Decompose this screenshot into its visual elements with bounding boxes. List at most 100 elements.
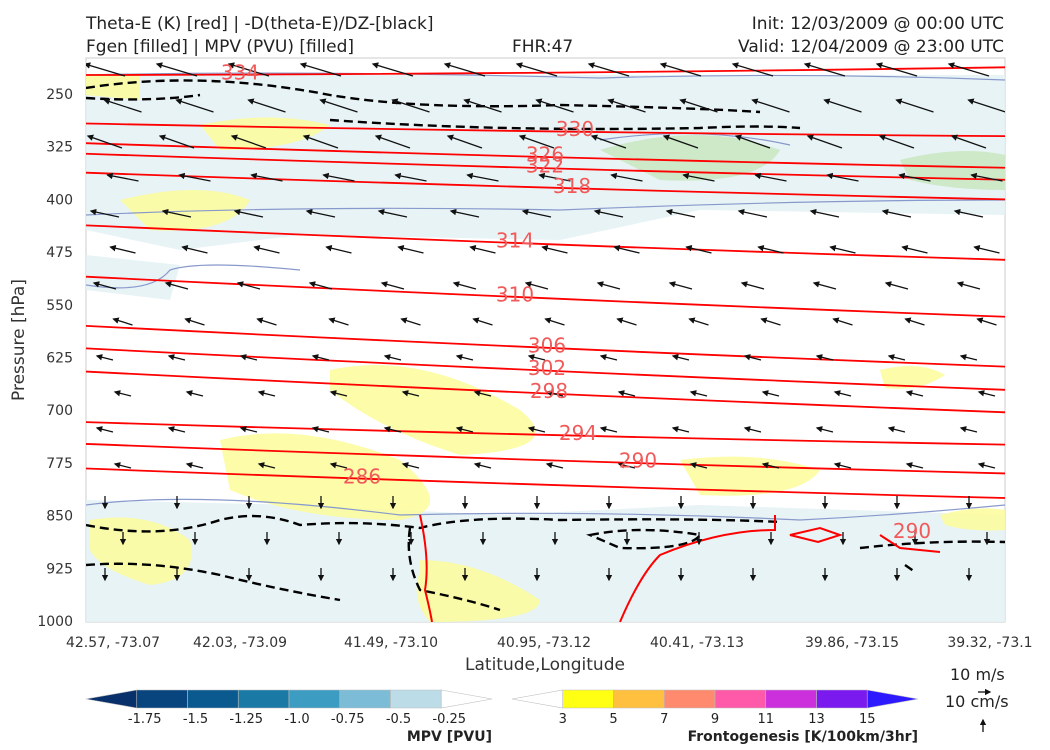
wind-vector-91 (112, 317, 133, 326)
fgen-colorbar-tick-6: 15 (859, 712, 876, 727)
y-tick-625: 625 (46, 351, 73, 367)
wind-vector-88 (812, 281, 837, 290)
mpv-colorbar-title: MPV [PVU] (407, 729, 492, 745)
wind-vector-114 (815, 354, 834, 361)
y-tick-475: 475 (46, 245, 73, 261)
fill-region-14 (86, 75, 140, 100)
wind-vector-27 (158, 134, 195, 149)
wind-vector-59 (593, 208, 624, 218)
fgen-colorbar-swatch-4 (714, 689, 767, 709)
wind-vector-34 (662, 134, 699, 149)
ddz-contour-0 (86, 79, 761, 114)
fgen-colorbar-tick-4: 11 (757, 712, 774, 727)
wind-vector-154 (905, 462, 924, 469)
mpv-colorbar-swatch-5 (339, 689, 391, 709)
fgen-colorbar-swatch-6 (816, 689, 868, 709)
x-tick-4: 40.41, -73.13 (650, 635, 744, 651)
fgen-colorbar-tick-3: 9 (711, 712, 719, 727)
thin-contour-3 (86, 72, 1005, 81)
wind-vector-143 (113, 462, 132, 469)
theta-e-lowlevel-0 (419, 514, 433, 622)
wind-vector-41 (250, 172, 283, 182)
wind-vector-151 (689, 462, 708, 469)
theta-e-label-286: 286 (343, 464, 381, 488)
wind-vector-84 (524, 281, 549, 290)
wind-vector-138 (671, 426, 690, 433)
wind-vector-67 (253, 245, 280, 254)
fgen-colorbar-tick-1: 5 (609, 712, 617, 727)
y-tick-400: 400 (46, 192, 73, 208)
theta-e-line-286 (86, 467, 1005, 499)
wind-vector-61 (737, 208, 768, 218)
wind-vector-62 (809, 208, 840, 218)
wind-vector-30 (374, 134, 411, 149)
wind-vector-150 (617, 462, 636, 469)
wind-vector-153 (833, 462, 852, 469)
wind-vector-50 (898, 172, 931, 182)
wind-vector-142 (959, 426, 978, 433)
wind-vector-40 (178, 172, 211, 182)
wind-vector-121 (401, 390, 420, 397)
x-tick-6: 39.32, -73.1 (947, 635, 1032, 651)
colorbars: -1.75 -1.5 -1.25 -1.0 -0.75 -0.5 -0.25 MPV [PVU… (85, 689, 919, 745)
wind-vector-131 (167, 426, 186, 433)
theta-e-line-290 (86, 443, 1005, 475)
mpv-colorbar: -1.75 -1.5 -1.25 -1.0 -0.75 -0.5 -0.25 MPV [PVU… (85, 689, 493, 745)
wind-vector-70 (469, 245, 496, 254)
wind-vector-136 (527, 426, 546, 433)
wind-vector-48 (754, 172, 787, 182)
wind-vector-4 (371, 62, 414, 77)
wind-vector-105 (167, 354, 186, 361)
wind-vector-13 (103, 98, 142, 113)
wind-vector-90 (956, 281, 981, 290)
x-axis-label: Latitude,Longitude (465, 655, 625, 675)
wind-vector-130 (95, 426, 114, 433)
wind-vector-111 (599, 354, 618, 361)
theta-e-label-302: 302 (528, 356, 566, 380)
fill-region-3 (600, 135, 780, 181)
wind-vector-155 (977, 462, 996, 469)
ddz-contour-5 (407, 527, 501, 612)
theta-e-line-326 (86, 142, 1005, 169)
fgen-colorbar-tick-0: 3 (559, 712, 567, 727)
wind-vector-148 (473, 462, 492, 469)
wind-vector-117 (113, 390, 132, 397)
wind-vector-57 (449, 208, 480, 218)
mpv-colorbar-tick-0: -1.75 (128, 712, 162, 727)
wind-vector-14 (175, 98, 214, 113)
wind-vector-22 (751, 98, 790, 113)
wind-vector-44 (466, 172, 499, 182)
wind-vector-6 (515, 62, 558, 77)
y-axis-label: Pressure [hPa] (9, 279, 29, 401)
theta-e-line-330 (86, 122, 1005, 138)
wind-vector-73 (685, 245, 712, 254)
wind-vector-135 (455, 426, 474, 433)
wind-vector-54 (233, 208, 264, 218)
wind-vector-124 (617, 390, 636, 397)
wind-vector-81 (308, 281, 333, 290)
theta-e-line-318 (86, 171, 1005, 201)
chart-title-line1: Theta-E (K) [red] | -D(theta-E)/DZ-[blac… (86, 14, 434, 34)
wind-vector-49 (826, 172, 859, 182)
wind-vector-104 (95, 354, 114, 361)
y-tick-250: 250 (46, 87, 73, 103)
theta-e-label-290: 290 (619, 449, 657, 473)
thin-contour-2 (86, 498, 1005, 521)
wind-vector-112 (671, 354, 690, 361)
wind-vector-103 (976, 317, 997, 326)
mpv-colorbar-swatch-6 (390, 689, 442, 709)
fgen-colorbar-swatch-5 (765, 689, 817, 709)
wind-vector-69 (397, 245, 424, 254)
thin-contour-0 (86, 199, 1005, 216)
wind-vector-21 (679, 98, 718, 113)
wind-vector-144 (185, 462, 204, 469)
wind-vector-77 (973, 245, 1000, 254)
wind-vector-45 (538, 172, 571, 182)
wind-vector-133 (311, 426, 330, 433)
y-tick-925: 925 (46, 561, 73, 577)
wind-vector-137 (599, 426, 618, 433)
fill-region-0 (86, 75, 1005, 250)
wind-vector-113 (743, 354, 762, 361)
fill-region-12 (416, 560, 540, 622)
ddz-contour-3 (86, 514, 781, 533)
